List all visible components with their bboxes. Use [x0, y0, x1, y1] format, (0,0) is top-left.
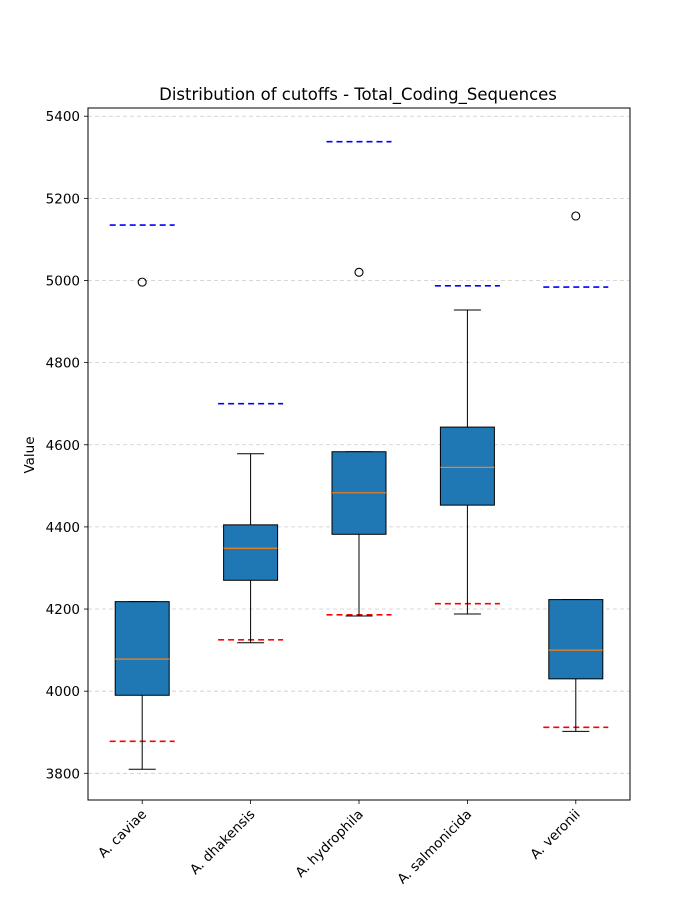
y-tick-label: 4600 [46, 438, 80, 454]
x-tick-label: A. veronii [527, 807, 583, 863]
box-group [114, 277, 170, 770]
grid-lines [88, 115, 630, 774]
chart-title: Distribution of cutoffs - Total_Coding_S… [159, 85, 557, 105]
iqr-box [439, 426, 495, 506]
y-tick-label: 5200 [46, 191, 80, 207]
y-tick-label: 4800 [46, 356, 80, 372]
x-axis: A. caviae A. dhakensis A. hydrophila A. sal… [95, 800, 584, 888]
y-axis: 3800 4000 4200 4400 4600 4800 5000 5200 5400 [46, 109, 88, 782]
outlier-point [354, 267, 364, 277]
iqr-box [223, 524, 279, 581]
boxes [114, 211, 604, 770]
y-tick-label: 4400 [46, 520, 80, 536]
cutoff-lines [109, 140, 609, 743]
box-group [548, 211, 604, 732]
x-tick-label: A. dhakensis [187, 807, 258, 878]
y-tick-label: 5400 [46, 109, 80, 125]
outlier-point [571, 211, 581, 221]
x-tick-label: A. hydrophila [293, 807, 367, 881]
iqr-box [548, 599, 604, 680]
box-group [439, 309, 495, 615]
plot-frame [87, 107, 631, 801]
y-tick-label: 4000 [46, 684, 80, 700]
y-tick-label: 4200 [46, 602, 80, 618]
x-tick-label: A. salmonicida [394, 807, 475, 888]
box-group [223, 453, 279, 644]
y-axis-label: Value [22, 436, 38, 473]
y-tick-label: 5000 [46, 273, 80, 289]
x-tick-label: A. caviae [95, 807, 150, 862]
outlier-point [137, 277, 147, 287]
iqr-box [114, 601, 170, 696]
box-group [331, 267, 387, 617]
y-tick-label: 3800 [46, 766, 80, 782]
